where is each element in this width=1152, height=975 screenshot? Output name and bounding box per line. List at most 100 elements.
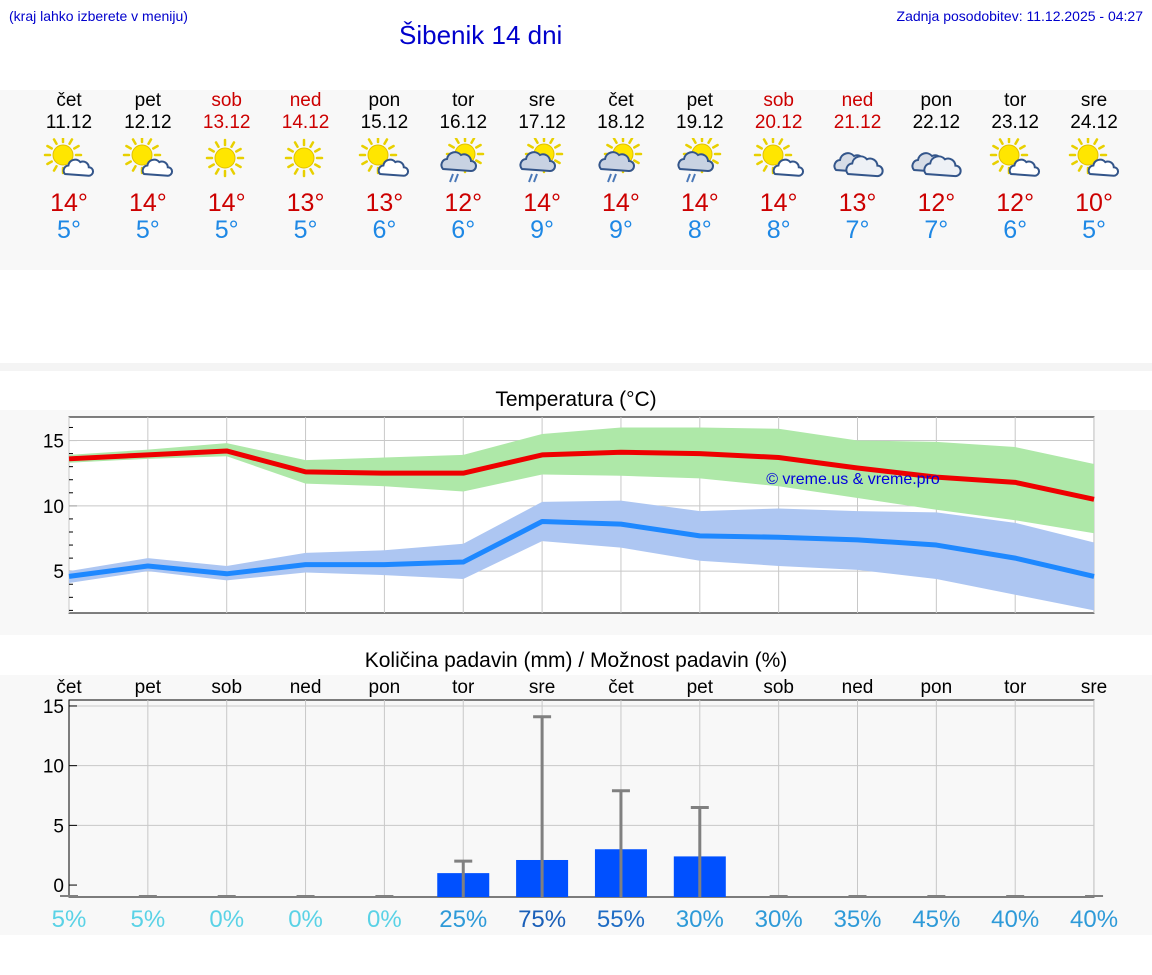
precipitation-chart-title: Količina padavin (mm) / Možnost padavin … bbox=[364, 649, 788, 672]
series-max-range-band bbox=[69, 427, 1095, 534]
x-category-label: tor bbox=[1004, 677, 1027, 698]
y-tick-label: 10 bbox=[43, 757, 64, 778]
day-column: čet 11.12 14° 5° bbox=[30, 90, 108, 244]
day-column: tor 16.12 12° 6° bbox=[424, 90, 502, 244]
min-temp: 6° bbox=[451, 216, 476, 244]
y-tick-label: 15 bbox=[43, 697, 64, 718]
precip-probability-label: 75% bbox=[518, 906, 566, 933]
day-date: 17.12 bbox=[518, 112, 566, 133]
day-name: pon bbox=[368, 90, 401, 111]
precip-probability-label: 30% bbox=[755, 906, 803, 933]
series-max-line bbox=[68, 448, 1095, 502]
max-temp: 13° bbox=[365, 189, 404, 217]
day-column: pet 19.12 14° 8° bbox=[661, 90, 739, 244]
precip-probability-label: 40% bbox=[1070, 906, 1118, 933]
cloud-icon bbox=[832, 152, 884, 178]
min-temp: 5° bbox=[293, 216, 318, 244]
day-date: 21.12 bbox=[833, 112, 882, 133]
precip-probability-label: 0% bbox=[209, 906, 244, 933]
x-category-label: tor bbox=[452, 677, 475, 698]
x-category-label: čet bbox=[608, 677, 634, 698]
day-date: 16.12 bbox=[439, 112, 488, 133]
day-column: pon 15.12 13° 6° bbox=[345, 90, 423, 244]
min-temp: 8° bbox=[766, 216, 791, 244]
precip-probability-label: 0% bbox=[288, 906, 323, 933]
day-name: tor bbox=[1004, 90, 1027, 111]
x-category-label: sre bbox=[1081, 677, 1107, 698]
day-column: čet 18.12 14° 9° bbox=[582, 90, 660, 244]
x-category-label: sob bbox=[763, 677, 794, 698]
x-category-label: pon bbox=[369, 677, 401, 698]
precip-probability-label: 25% bbox=[439, 906, 487, 933]
day-date: 22.12 bbox=[912, 112, 961, 133]
min-temp: 7° bbox=[924, 216, 949, 244]
location-hint: (kraj lahko izberete v meniju) bbox=[9, 8, 188, 24]
sun-cloud-icon bbox=[359, 138, 410, 177]
cloud-icon bbox=[911, 152, 962, 178]
day-name: sre bbox=[1080, 90, 1108, 111]
y-tick-label: 0 bbox=[53, 876, 64, 897]
day-date: 14.12 bbox=[281, 112, 330, 133]
precip-probability-label: 30% bbox=[676, 906, 724, 933]
day-column: ned 21.12 13° 7° bbox=[819, 90, 897, 244]
min-temp: 9° bbox=[530, 216, 555, 244]
day-name: sob bbox=[763, 90, 794, 111]
min-temp: 8° bbox=[687, 216, 712, 244]
max-temp: 14° bbox=[680, 189, 719, 217]
sun-cloud-rain-icon bbox=[677, 138, 722, 183]
x-category-label: ned bbox=[842, 677, 874, 698]
y-tick-label: 15 bbox=[43, 432, 64, 453]
day-column: tor 23.12 12° 6° bbox=[976, 90, 1054, 244]
day-date: 24.12 bbox=[1070, 112, 1118, 133]
min-temp: 7° bbox=[845, 216, 870, 244]
day-name: sob bbox=[211, 90, 242, 111]
day-column: sob 20.12 14° 8° bbox=[740, 90, 818, 244]
x-category-label: ned bbox=[290, 677, 322, 698]
max-temp: 12° bbox=[917, 189, 956, 217]
forecast-band bbox=[0, 90, 1152, 270]
max-temp: 14° bbox=[523, 189, 561, 217]
day-column: sre 24.12 10° 5° bbox=[1055, 90, 1133, 244]
x-category-label: pon bbox=[920, 677, 952, 698]
precip-probability-label: 35% bbox=[833, 906, 881, 933]
precip-probability-label: 45% bbox=[912, 906, 960, 933]
min-temp: 9° bbox=[608, 216, 633, 244]
max-temp: 12° bbox=[444, 189, 483, 217]
sun-cloud-rain-icon bbox=[598, 138, 643, 183]
temperature-chart-title: Temperatura (°C) bbox=[495, 388, 657, 411]
sun-icon bbox=[205, 138, 244, 178]
day-name: ned bbox=[841, 90, 874, 111]
precip-probability-label: 55% bbox=[597, 906, 645, 933]
sun-cloud-icon bbox=[122, 138, 173, 177]
sun-cloud-rain-icon bbox=[440, 138, 485, 183]
max-temp: 14° bbox=[50, 189, 88, 217]
page-title: Šibenik 14 dni bbox=[399, 20, 563, 50]
day-column: sob 13.12 14° 5° bbox=[188, 90, 266, 244]
day-date: 18.12 bbox=[597, 112, 645, 133]
x-category-label: sre bbox=[529, 677, 555, 698]
max-temp: 14° bbox=[602, 189, 640, 217]
day-name: ned bbox=[289, 90, 322, 111]
day-column: sre 17.12 14° 9° bbox=[503, 90, 581, 244]
day-date: 20.12 bbox=[754, 112, 803, 133]
y-tick-label: 5 bbox=[53, 816, 64, 837]
day-date: 13.12 bbox=[202, 112, 251, 133]
day-name: tor bbox=[452, 90, 475, 111]
sun-cloud-icon bbox=[43, 138, 95, 177]
day-column: ned 14.12 13° 5° bbox=[267, 90, 345, 244]
min-temp: 5° bbox=[214, 216, 239, 244]
y-tick-label: 5 bbox=[53, 562, 64, 583]
max-temp: 12° bbox=[996, 189, 1035, 217]
precip-probability-label: 5% bbox=[131, 906, 166, 933]
day-column: pon 22.12 12° 7° bbox=[897, 90, 975, 244]
x-category-label: čet bbox=[56, 677, 82, 698]
max-temp: 13° bbox=[286, 189, 325, 217]
min-temp: 5° bbox=[57, 216, 81, 244]
temperature-chart: 5 10 15 © vreme.us & vreme.pro bbox=[43, 416, 1095, 614]
max-temp: 14° bbox=[128, 189, 167, 217]
x-category-label: pet bbox=[687, 677, 714, 698]
precip-probability-label: 40% bbox=[991, 906, 1039, 933]
precipitation-chart: čet pet sob ned pon tor sre čet pet sob ned pon tor s… bbox=[43, 677, 1118, 933]
precip-probability-label: 5% bbox=[52, 906, 87, 933]
day-name: pon bbox=[920, 90, 953, 111]
